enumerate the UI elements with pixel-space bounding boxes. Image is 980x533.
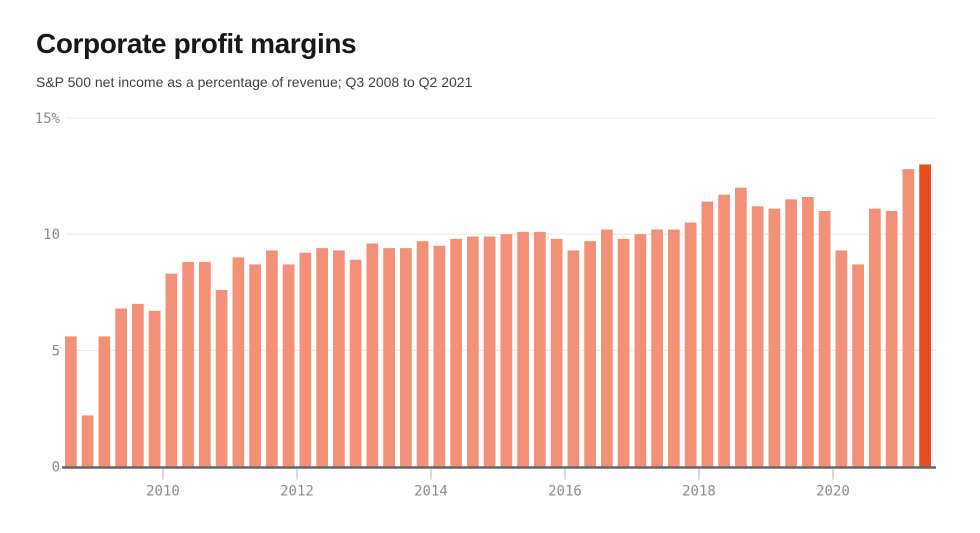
bar-2018-q3: [735, 187, 747, 468]
bar-2010-q3: [199, 262, 211, 468]
bar-2009-q4: [148, 310, 161, 468]
y-axis-tick-label: 10: [43, 227, 60, 243]
bar-2017-q3: [668, 229, 680, 468]
bar-2018-q1: [701, 201, 714, 468]
bar-2008-q4: [81, 415, 94, 468]
bar-2016-q4: [617, 238, 630, 468]
chart-title: Corporate profit margins: [36, 28, 357, 59]
bar-2019-q1: [768, 208, 781, 468]
bar-2010-q1: [165, 273, 178, 468]
bar-2014-q1: [433, 245, 446, 468]
chart-subtitle: S&P 500 net income as a percentage of re…: [36, 74, 473, 90]
bar-2014-q2: [450, 238, 462, 468]
bar-2013-q2: [383, 248, 395, 468]
bar-2011-q2: [249, 264, 261, 468]
bar-2020-q1: [835, 250, 848, 468]
bar-2015-q4: [550, 238, 563, 468]
bar-2009-q3: [132, 303, 144, 468]
x-axis-tick-label: 2010: [146, 484, 180, 500]
bar-2017-q4: [684, 222, 697, 468]
bar-2011-q1: [232, 257, 245, 468]
x-axis-tick-label: 2020: [816, 484, 850, 500]
bar-2017-q2: [651, 229, 663, 468]
x-axis-tick-label: 2014: [414, 484, 448, 500]
x-axis-tick-label: 2016: [548, 484, 582, 500]
bar-2018-q2: [718, 194, 730, 468]
bar-2016-q3: [601, 229, 613, 468]
bar-2021-q1: [902, 169, 915, 468]
bar-2009-q2: [115, 308, 127, 468]
y-axis-tick-label: 5: [52, 343, 60, 359]
bar-2019-q4: [818, 210, 831, 468]
bar-2008-q3: [65, 336, 77, 468]
bar-2015-q1: [500, 234, 513, 468]
x-axis-tick-label: 2012: [280, 484, 314, 500]
bar-2012-q3: [333, 250, 345, 468]
bar-2020-q4: [885, 210, 898, 468]
bar-2020-q2: [852, 264, 864, 468]
bar-2011-q4: [282, 264, 295, 468]
bar-2020-q3: [869, 208, 881, 468]
bar-2012-q2: [316, 248, 328, 468]
bar-2010-q4: [215, 289, 228, 468]
bar-2013-q4: [416, 241, 429, 468]
bar-2017-q1: [634, 234, 647, 468]
y-axis-tick-label: 0: [52, 460, 60, 476]
bar-2019-q3: [802, 196, 814, 468]
bar-2016-q1: [567, 250, 580, 468]
bar-2014-q4: [483, 236, 496, 468]
bar-2018-q4: [751, 206, 764, 468]
bar-2015-q2: [517, 231, 529, 468]
bar-2012-q4: [349, 259, 362, 468]
bar-2012-q1: [299, 252, 312, 468]
x-axis-tick-label: 2018: [682, 484, 716, 500]
bar-2015-q3: [534, 231, 546, 468]
bar-2016-q2: [584, 241, 596, 468]
bar-2014-q3: [467, 236, 479, 468]
bar-2011-q3: [266, 250, 278, 468]
bar-2019-q2: [785, 199, 797, 468]
bar-2013-q1: [366, 243, 379, 468]
bar-2010-q2: [182, 262, 194, 468]
bar-2013-q3: [400, 248, 412, 468]
y-axis-tick-label: 15%: [35, 111, 61, 127]
bar-2021-q2: [919, 164, 931, 468]
bar-2009-q1: [98, 336, 111, 468]
